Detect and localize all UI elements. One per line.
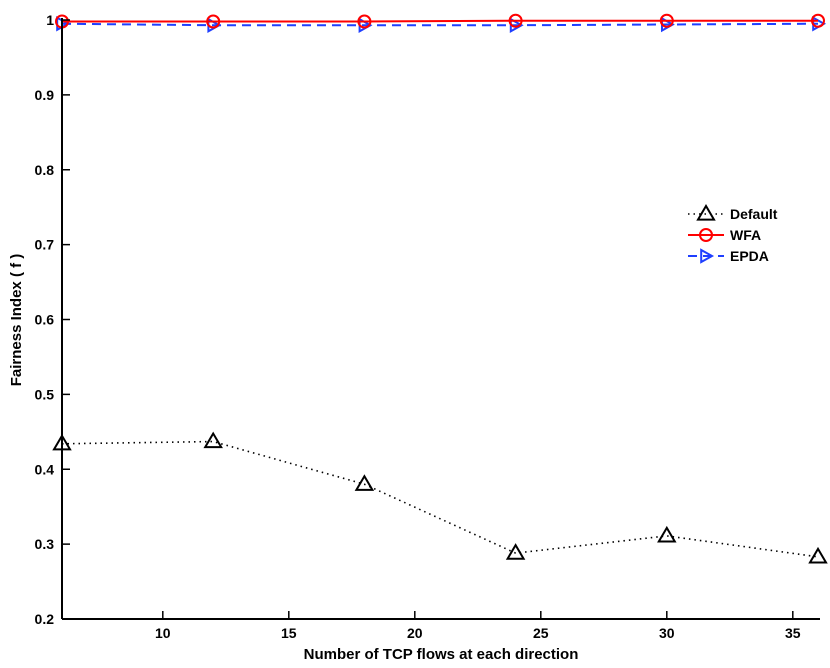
series-line-default (61, 440, 819, 558)
series-line-epda (61, 22, 819, 27)
legend-item-default: Default (688, 204, 778, 222)
legend: Default WFA EPDA (688, 204, 778, 264)
legend-label-epda: EPDA (730, 248, 769, 264)
data-point-default (808, 546, 828, 564)
axes: 0.2 0.3 0.4 0.5 0.6 0.7 0.8 0.9 1 10 15 20 25 30 35 (35, 12, 820, 641)
data-point-wfa (659, 13, 674, 28)
y-tick-label: 0.7 (35, 237, 55, 253)
y-axis-label: Fairness Index ( f ) (8, 254, 25, 387)
x-tick-label: 10 (155, 625, 171, 641)
data-point-default (354, 474, 375, 491)
legend-item-wfa: WFA (688, 227, 761, 243)
y-tick-label: 0.2 (35, 611, 55, 627)
series-layer (52, 13, 828, 564)
legend-marker-wfa (699, 228, 713, 242)
data-point-default (505, 543, 526, 560)
y-tick-label: 0.8 (35, 162, 55, 178)
x-tick-label: 35 (785, 625, 801, 641)
legend-label-wfa: WFA (730, 227, 761, 243)
data-point-wfa (508, 13, 523, 28)
legend-item-epda: EPDA (688, 248, 769, 264)
legend-label-default: Default (730, 206, 778, 222)
data-point-default (657, 525, 677, 543)
data-point-wfa (811, 13, 825, 28)
series-line-wfa (62, 19, 818, 23)
data-point-default (203, 431, 223, 449)
x-tick-label: 25 (533, 625, 549, 641)
x-tick-label: 15 (281, 625, 297, 641)
y-tick-label: 0.6 (35, 312, 55, 328)
x-tick-label: 30 (659, 625, 675, 641)
legend-marker-default (696, 204, 716, 221)
x-axis-label: Number of TCP flows at each direction (304, 646, 579, 663)
data-point-wfa (357, 14, 372, 29)
y-tick-label: 0.4 (35, 461, 55, 477)
legend-marker-epda (700, 248, 715, 264)
x-tick-label: 20 (407, 625, 423, 641)
y-tick-label: 1 (46, 12, 54, 28)
y-tick-label: 0.5 (35, 386, 55, 402)
y-tick-label: 0.9 (35, 87, 55, 103)
y-tick-label: 0.3 (35, 536, 55, 552)
series-default (52, 431, 828, 564)
data-point-wfa (206, 14, 221, 29)
